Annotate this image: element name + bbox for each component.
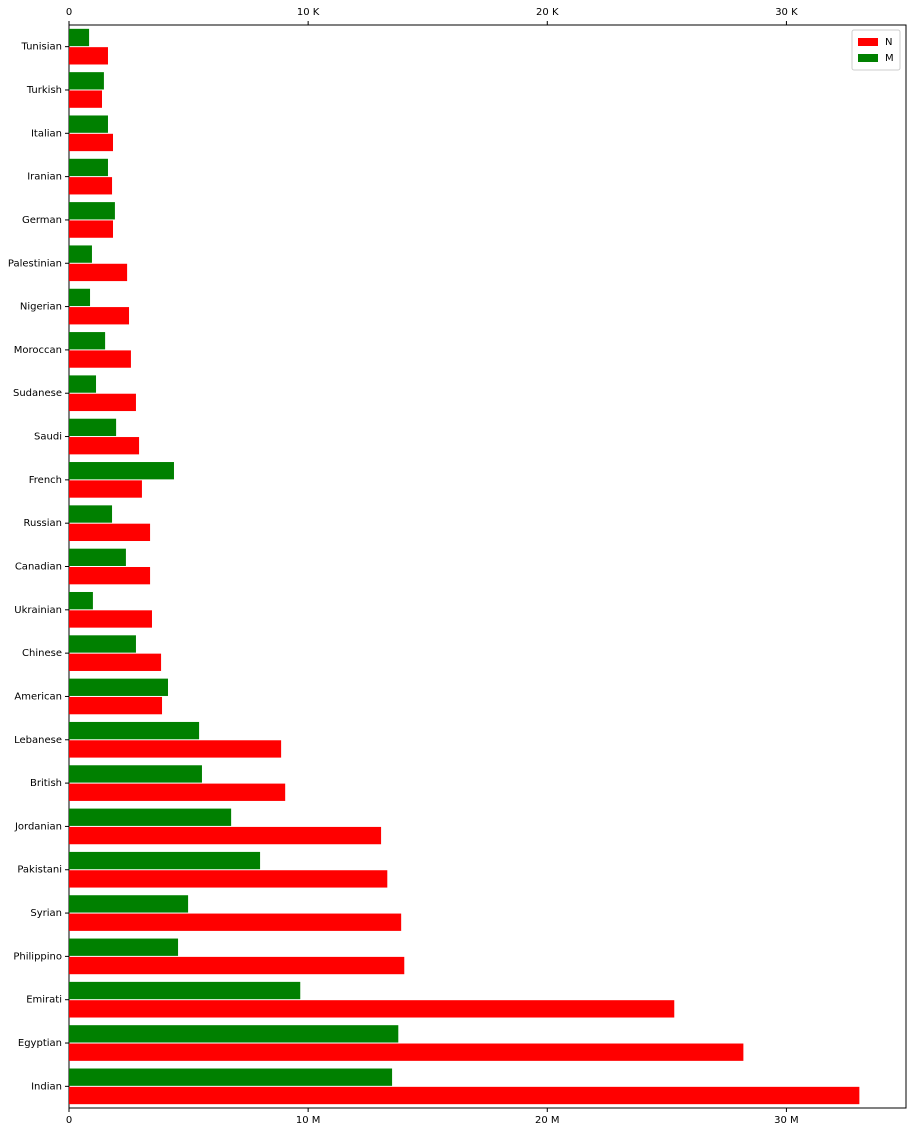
y-tick-label: Egyptian	[18, 1038, 62, 1049]
bar	[69, 332, 106, 350]
bar	[69, 938, 179, 956]
bar	[69, 678, 169, 696]
bar	[69, 696, 163, 715]
bar	[69, 307, 130, 325]
bar	[69, 610, 152, 628]
bar	[69, 981, 301, 1000]
y-tick-label: Emirati	[26, 995, 62, 1006]
x2-tick-label: 30 K	[775, 7, 798, 18]
bar	[69, 263, 128, 282]
y-tick-label: Ukrainian	[14, 605, 62, 616]
bar	[69, 1068, 393, 1086]
y-tick-label: Canadian	[15, 562, 62, 573]
bar	[69, 462, 174, 480]
y-tick-label: Tunisian	[21, 42, 63, 53]
bar	[69, 1086, 860, 1105]
legend-label: N	[885, 37, 892, 48]
y-tick-label: Philippino	[13, 951, 62, 962]
bar	[69, 480, 142, 498]
y-tick-label: Palestinian	[8, 258, 62, 269]
y-tick-label: Jordanian	[14, 821, 62, 832]
bar	[69, 375, 97, 393]
x2-tick-label: 10 K	[297, 7, 320, 18]
bar	[69, 895, 189, 913]
y-tick-label: Turkish	[26, 85, 62, 96]
bar	[69, 28, 90, 47]
y-tick-label: Nigerian	[20, 302, 62, 313]
y-tick-label: Lebanese	[14, 735, 62, 746]
bar	[69, 591, 93, 610]
y-tick-label: Iranian	[27, 172, 62, 183]
x2-tick-label: 20 K	[536, 7, 559, 18]
bar	[69, 350, 131, 368]
bar	[69, 177, 113, 195]
bar	[69, 115, 108, 133]
bar	[69, 808, 232, 826]
legend-box	[851, 29, 901, 71]
bar	[69, 783, 286, 801]
bar	[69, 851, 261, 870]
y-tick-label: Russian	[23, 518, 62, 529]
bar	[69, 1000, 675, 1018]
bar	[69, 653, 162, 671]
bar	[69, 548, 126, 566]
bar	[69, 133, 114, 152]
y-tick-label: British	[30, 778, 62, 789]
legend-swatch	[858, 38, 878, 46]
y-tick-label: Moroccan	[14, 345, 62, 356]
y-tick-label: French	[29, 475, 62, 486]
x-tick-label: 10 M	[296, 1115, 321, 1126]
y-tick-label: Pakistani	[17, 865, 62, 876]
bar	[69, 418, 117, 437]
bar	[69, 437, 140, 455]
y-tick-label: German	[22, 215, 62, 226]
x-tick-label: 0	[66, 1115, 72, 1126]
bar	[69, 635, 136, 653]
plot-frame	[68, 24, 907, 1109]
y-tick-label: Italian	[31, 128, 62, 139]
bar	[69, 72, 104, 90]
y-tick-label: Sudanese	[13, 388, 62, 399]
bar	[69, 220, 114, 238]
y-tick-label: Saudi	[34, 432, 62, 443]
bar	[69, 1025, 399, 1043]
bar	[69, 523, 151, 542]
bar	[69, 288, 91, 307]
x-tick-label: 20 M	[535, 1115, 560, 1126]
bar	[69, 740, 282, 758]
legend-label: M	[885, 53, 894, 64]
bar	[69, 826, 382, 845]
y-tick-label: Syrian	[30, 908, 62, 919]
bar	[69, 202, 115, 220]
bar	[69, 765, 202, 783]
bar	[69, 393, 136, 412]
x2-tick-label: 0	[66, 7, 72, 18]
y-tick-label: Chinese	[22, 648, 62, 659]
bar	[69, 1043, 744, 1061]
bar	[69, 721, 200, 740]
y-tick-label: Indian	[31, 1081, 62, 1092]
bar	[69, 47, 108, 65]
bar	[69, 870, 388, 888]
bar	[69, 913, 402, 931]
bar	[69, 956, 405, 975]
bar	[69, 158, 108, 177]
x-tick-label: 30 M	[774, 1115, 799, 1126]
bar	[69, 245, 92, 263]
bar	[69, 90, 103, 108]
bar	[69, 567, 151, 585]
legend-swatch	[858, 54, 878, 62]
y-tick-label: American	[14, 691, 62, 702]
bar	[69, 505, 113, 523]
